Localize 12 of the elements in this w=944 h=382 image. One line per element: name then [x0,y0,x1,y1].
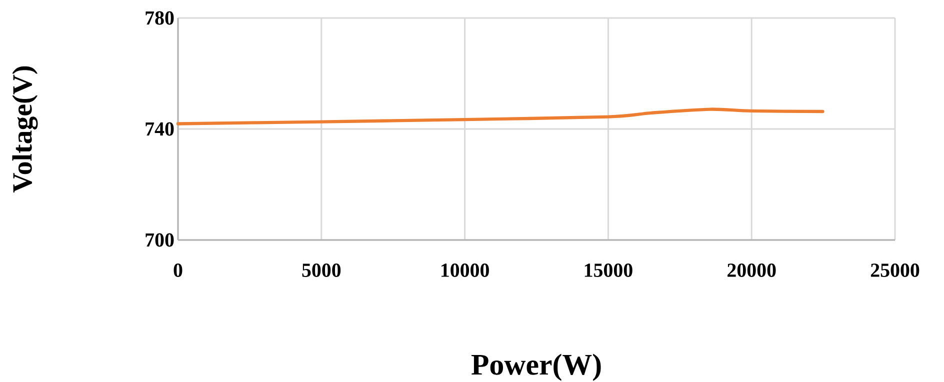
y-axis-title: Voltage(V) [12,66,38,192]
x-tick-label: 10000 [441,264,489,277]
x-tick-label: 20000 [728,264,776,277]
x-tick-label: 5000 [302,264,341,277]
y-tick-label: 780 [146,11,174,25]
y-tick-label: 740 [146,122,174,136]
x-axis-title: Power(W) [471,354,601,381]
y-tick-label: 700 [146,233,174,247]
x-tick-label: 25000 [870,264,920,277]
x-tick-label: 15000 [584,264,632,277]
x-tick-label: 0 [174,264,182,277]
line-series [176,108,824,126]
